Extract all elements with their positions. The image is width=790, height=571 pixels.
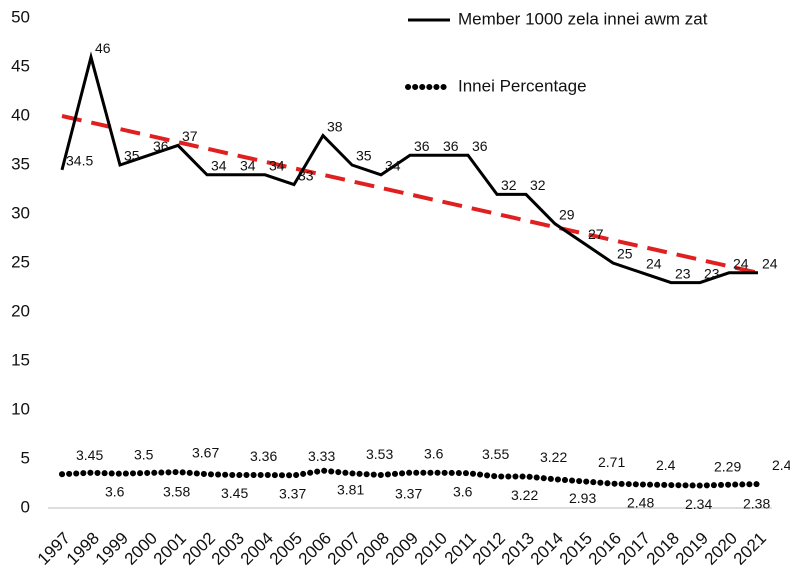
data-label: 3.33 xyxy=(308,448,335,464)
data-label: 36 xyxy=(153,138,169,154)
y-tick-label: 10 xyxy=(11,399,30,418)
data-label: 25 xyxy=(617,246,633,262)
data-label: 46 xyxy=(95,40,111,56)
data-label: 36 xyxy=(472,138,488,154)
data-label: 3.37 xyxy=(279,486,306,502)
data-label: 3.6 xyxy=(453,483,473,499)
data-label: 3.5 xyxy=(134,446,154,462)
data-label: 2.44 xyxy=(772,457,790,473)
legend-label: Innei Percentage xyxy=(458,76,587,95)
data-label: 35 xyxy=(356,148,372,164)
y-tick-label: 50 xyxy=(11,7,30,26)
data-label: 3.37 xyxy=(395,486,422,502)
data-label: 2.29 xyxy=(714,458,741,474)
y-tick-label: 20 xyxy=(11,301,30,320)
y-tick-label: 25 xyxy=(11,252,30,271)
data-label: 3.45 xyxy=(76,447,103,463)
data-label: 3.22 xyxy=(511,487,538,503)
data-label: 32 xyxy=(501,177,517,193)
data-label: 23 xyxy=(704,265,720,281)
data-label: 29 xyxy=(559,207,575,223)
x-tick-label: 2010 xyxy=(411,529,451,566)
data-label: 3.45 xyxy=(221,485,248,501)
data-label: 3.22 xyxy=(540,449,567,465)
data-label: 3.55 xyxy=(482,446,509,462)
y-tick-label: 40 xyxy=(11,105,30,124)
y-tick-label: 30 xyxy=(11,203,30,222)
data-label: 27 xyxy=(588,226,604,242)
data-label: 3.36 xyxy=(250,448,277,464)
data-label: 37 xyxy=(182,128,198,144)
series-line xyxy=(59,467,761,489)
series-line xyxy=(60,51,758,285)
data-label: 34 xyxy=(240,158,256,174)
data-label: 2.4 xyxy=(656,457,676,473)
data-label: 36 xyxy=(414,138,430,154)
y-tick-label: 15 xyxy=(11,350,30,369)
y-tick-label: 45 xyxy=(11,56,30,75)
data-label: 33 xyxy=(298,167,314,183)
data-label: 34 xyxy=(211,158,227,174)
data-label: 3.58 xyxy=(163,484,190,500)
data-label: 23 xyxy=(675,265,691,281)
data-label: 34 xyxy=(269,158,285,174)
data-label: 3.53 xyxy=(366,446,393,462)
data-label: 2.34 xyxy=(685,496,712,512)
data-label: 24 xyxy=(646,256,662,272)
data-label: 24 xyxy=(762,256,778,272)
data-label: 2.93 xyxy=(569,490,596,506)
data-label: 35 xyxy=(124,148,140,164)
data-label: 2.38 xyxy=(743,495,770,511)
data-label: 3.81 xyxy=(337,481,364,497)
data-label: 38 xyxy=(327,118,343,134)
data-label: 2.48 xyxy=(627,494,654,510)
data-label: 3.67 xyxy=(192,445,219,461)
data-label: 3.6 xyxy=(424,445,444,461)
legend-label: Member 1000 zela innei awm zat xyxy=(458,9,708,28)
y-tick-label: 5 xyxy=(21,448,30,467)
data-label: 2.71 xyxy=(598,454,625,470)
data-label: 36 xyxy=(443,138,459,154)
x-tick-label: 2021 xyxy=(730,529,770,566)
data-label: 3.6 xyxy=(105,483,125,499)
data-label: 34 xyxy=(385,158,401,174)
data-label: 32 xyxy=(530,177,546,193)
y-tick-label: 0 xyxy=(21,497,30,516)
data-label: 34.5 xyxy=(66,153,93,169)
data-label: 24 xyxy=(733,256,749,272)
y-tick-label: 35 xyxy=(11,154,30,173)
